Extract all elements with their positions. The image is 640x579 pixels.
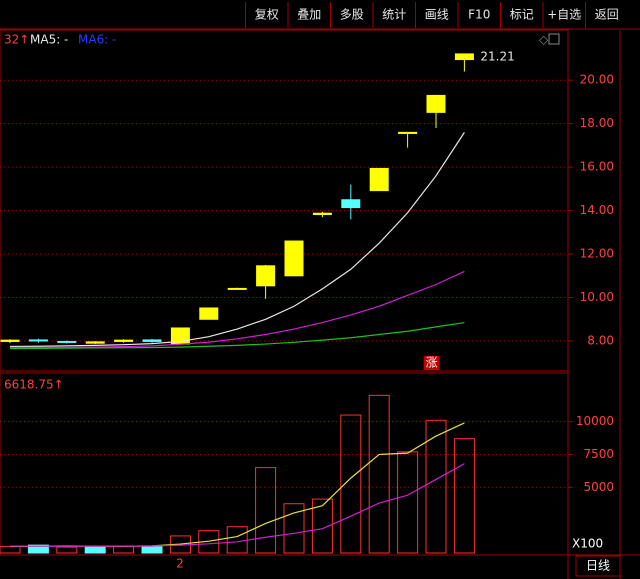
legend-entry: MA6: - (78, 33, 116, 47)
y-tick-label: 5000 (583, 480, 614, 494)
candle-body (454, 53, 474, 61)
period-label[interactable]: 日线 (586, 559, 610, 573)
candle-body (199, 307, 219, 320)
candle-body (28, 339, 48, 342)
volume-bar (56, 546, 78, 554)
y-tick-label: 18.00 (580, 116, 614, 130)
toolbar-button[interactable]: +自选 (547, 8, 581, 22)
candle-body (256, 265, 276, 287)
y-tick-label: 10000 (576, 414, 614, 428)
ma-line (9, 321, 465, 350)
candle-body (398, 131, 418, 134)
toolbar-button[interactable]: 叠加 (297, 8, 321, 22)
ma-line (10, 270, 465, 349)
volume-bar (84, 546, 106, 554)
candle-body (369, 167, 389, 192)
volume-bar (453, 438, 475, 554)
last-price: 21.21 (480, 49, 514, 63)
volume-bar (27, 544, 49, 554)
candle-body (341, 199, 361, 209)
toolbar-button[interactable]: 复权 (255, 8, 279, 22)
toolbar-button[interactable]: 返回 (595, 8, 619, 22)
period-tab[interactable] (575, 555, 621, 577)
price-indicator: 32↑ (4, 33, 29, 47)
candle-body (57, 340, 77, 343)
volume-bar (311, 498, 333, 554)
y-tick-label: 7500 (583, 447, 614, 461)
volume-bar (283, 503, 305, 554)
maximize-icon[interactable] (548, 33, 560, 45)
toolbar-button[interactable]: 多股 (340, 8, 364, 22)
candle-body (114, 339, 134, 342)
ma-line (10, 463, 465, 547)
y-tick-label: 8.00 (587, 334, 614, 348)
volume-indicator: 6618.75↑ (4, 378, 64, 392)
candle-body (312, 212, 332, 216)
unit-label: X100 (572, 537, 603, 551)
volume-bar (397, 451, 419, 554)
volume-bar (141, 545, 163, 554)
toolbar-button[interactable]: 画线 (425, 8, 449, 22)
legend-entry: MA5: - (30, 33, 68, 47)
toolbar-button[interactable]: 统计 (382, 8, 406, 22)
annotation: 涨 (426, 355, 438, 370)
candle-body (85, 341, 105, 344)
candle-body (227, 287, 247, 290)
toolbar-button[interactable]: 标记 (510, 8, 534, 22)
y-tick-label: 16.00 (580, 160, 614, 174)
y-tick-label: 14.00 (580, 203, 614, 217)
candle-body (426, 94, 446, 113)
ma-line (9, 132, 465, 348)
annotation-box (423, 356, 440, 370)
volume-bar (340, 414, 362, 554)
volume-bar (255, 467, 277, 554)
candle-body (0, 339, 20, 342)
y-tick-label: 20.00 (580, 73, 614, 87)
candle-body (142, 339, 162, 342)
y-tick-label: 10.00 (580, 290, 614, 304)
volume-bar (368, 394, 390, 554)
diamond-icon[interactable]: ◇ (539, 33, 549, 47)
y-tick-label: 12.00 (580, 247, 614, 261)
candle-body (284, 240, 304, 277)
toolbar-button[interactable]: F10 (468, 8, 490, 22)
footer-marker: 2 (176, 557, 184, 571)
volume-bar (425, 419, 447, 554)
